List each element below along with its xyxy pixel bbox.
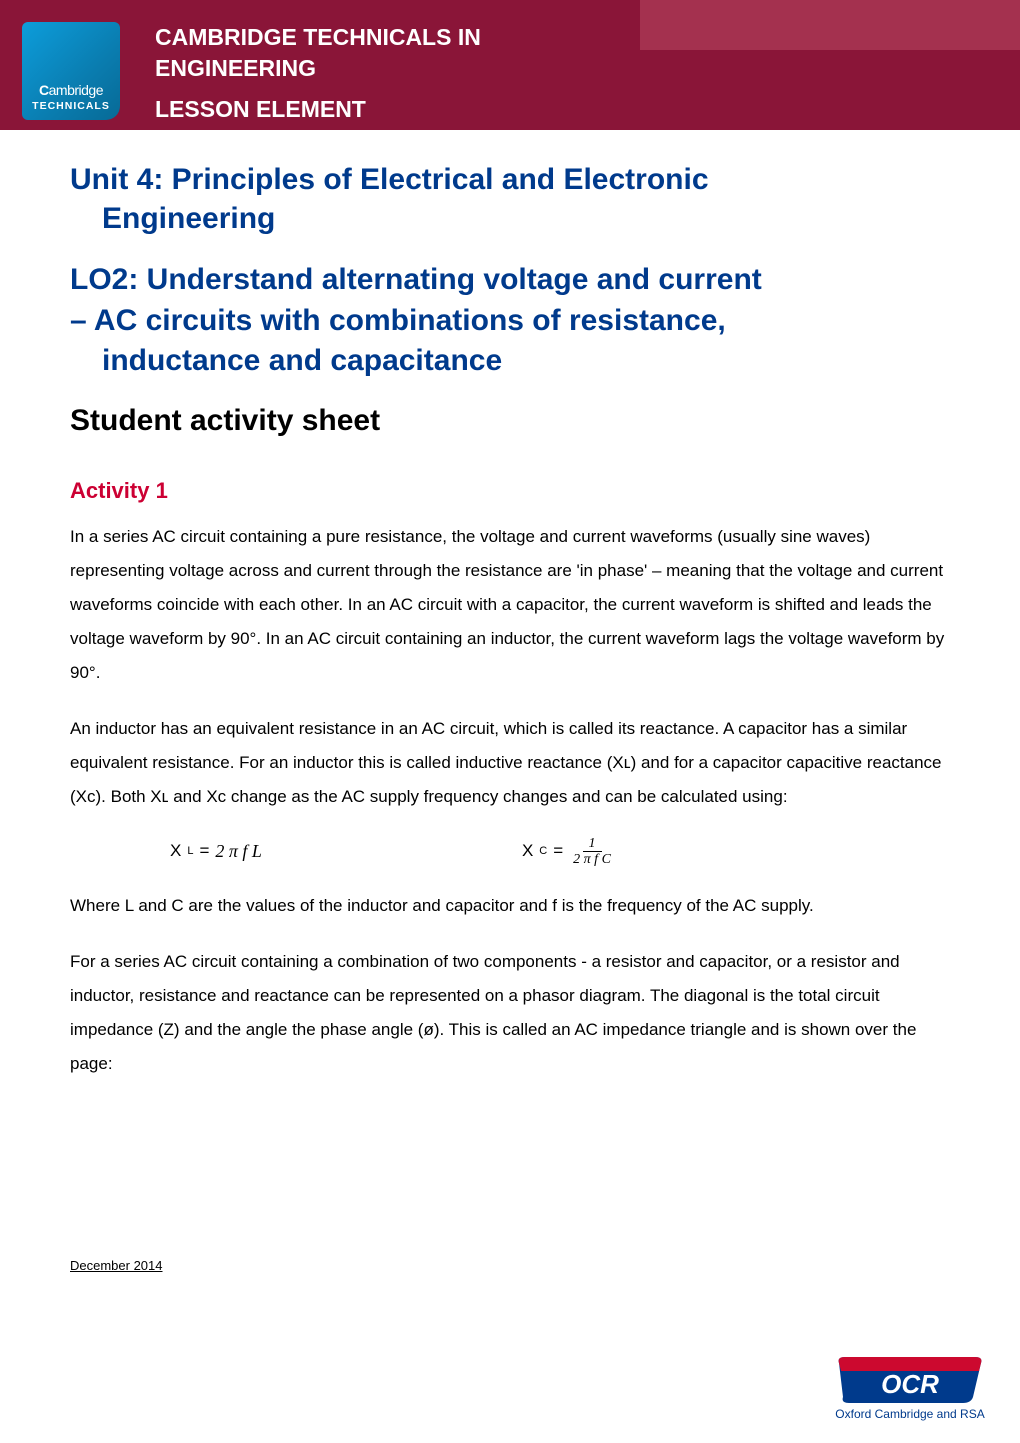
formula-xc-eq: =	[553, 841, 563, 861]
activity-para-1: In a series AC circuit containing a pure…	[70, 520, 960, 690]
lo-title: LO2: Understand alternating voltage and …	[70, 260, 960, 382]
header-text: CAMBRIDGE TECHNICALS IN ENGINEERING LESS…	[155, 22, 481, 123]
ocr-tagline: Oxford Cambridge and RSA	[830, 1407, 990, 1421]
formula-xl-sub: L	[187, 845, 193, 857]
header-triangle-accent	[640, 0, 1020, 130]
formula-xc-sub: C	[539, 845, 547, 857]
formula-xl: XL = 2 π f L	[170, 841, 262, 862]
activity-title: Activity 1	[70, 478, 960, 504]
formula-xl-eq: =	[199, 841, 209, 861]
formula-xl-label: X	[170, 841, 181, 861]
logo-bottom-text: TECHNICALS	[32, 100, 110, 112]
formula-row: XL = 2 π f L XC = 1 2 π f C	[70, 836, 960, 868]
footer-date: December 2014	[70, 1258, 163, 1273]
sheet-title: Student activity sheet	[70, 404, 960, 438]
header-subtitle: LESSON ELEMENT	[155, 96, 481, 123]
ocr-logo-svg: OCR	[835, 1353, 985, 1405]
unit-title: Unit 4: Principles of Electrical and Ele…	[70, 160, 960, 238]
lo-line2: – AC circuits with combinations of resis…	[70, 301, 960, 342]
formula-xc-fraction: 1 2 π f C	[569, 836, 615, 868]
unit-title-line1: Unit 4: Principles of Electrical and Ele…	[70, 163, 709, 196]
lo-line3: inductance and capacitance	[70, 341, 960, 382]
unit-title-line2: Engineering	[70, 199, 960, 238]
cambridge-technicals-logo: Cambridge TECHNICALS	[22, 22, 120, 120]
svg-text:OCR: OCR	[881, 1369, 939, 1399]
header-title-line2: ENGINEERING	[155, 53, 481, 84]
formula-xl-expr: 2 π f L	[215, 841, 262, 862]
formula-xc-label: X	[522, 841, 533, 861]
activity-para-4: For a series AC circuit containing a com…	[70, 945, 960, 1081]
activity-para-3: Where L and C are the values of the indu…	[70, 889, 960, 923]
header-title-line1: CAMBRIDGE TECHNICALS IN	[155, 22, 481, 53]
logo-top-text: Cambridge	[39, 82, 103, 98]
lo-line1: LO2: Understand alternating voltage and …	[70, 263, 762, 296]
formula-xc: XC = 1 2 π f C	[522, 836, 615, 868]
formula-xc-num: 1	[583, 836, 602, 852]
activity-para-2: An inductor has an equivalent resistance…	[70, 712, 960, 814]
formula-xc-den: 2 π f C	[569, 852, 615, 867]
page-content: Unit 4: Principles of Electrical and Ele…	[0, 130, 1020, 1081]
header-bar: Cambridge TECHNICALS CAMBRIDGE TECHNICAL…	[0, 0, 1020, 130]
ocr-logo: OCR Oxford Cambridge and RSA	[830, 1353, 990, 1421]
